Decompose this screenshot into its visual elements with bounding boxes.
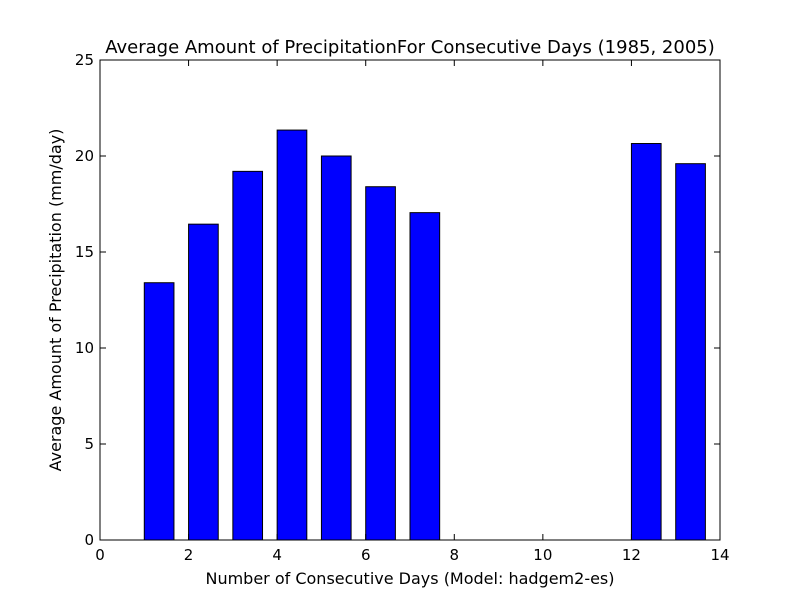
- y-tick-label: 25: [75, 51, 94, 69]
- bar-5: [320, 155, 352, 541]
- x-tick-label: 6: [361, 546, 371, 564]
- bar-13: [675, 163, 706, 541]
- bar-3: [232, 170, 264, 541]
- x-tick-label: 12: [622, 546, 641, 564]
- y-tick-label: 5: [84, 435, 94, 453]
- y-tick-label: 0: [84, 531, 94, 549]
- x-axis-label: Number of Consecutive Days (Model: hadge…: [205, 569, 614, 588]
- bar-7: [409, 212, 441, 541]
- x-tick-label: 14: [710, 546, 729, 564]
- x-tick-label: 4: [272, 546, 282, 564]
- plot-area-frame: [99, 59, 721, 541]
- bar-1: [143, 282, 175, 541]
- bar-12: [630, 143, 662, 541]
- bar-2: [188, 223, 219, 541]
- x-tick-label: 8: [450, 546, 460, 564]
- y-tick-label: 20: [75, 147, 94, 165]
- y-tick-label: 15: [75, 243, 94, 261]
- bars-group: [143, 129, 706, 541]
- x-tick-label: 10: [533, 546, 552, 564]
- y-tick-label: 10: [75, 339, 94, 357]
- bar-4: [276, 129, 308, 541]
- bar-6: [365, 186, 396, 541]
- x-tick-label: 0: [95, 546, 105, 564]
- y-axis-label: Average Amount of Precipitation (mm/day): [46, 129, 65, 472]
- x-tick-label: 2: [184, 546, 194, 564]
- chart-title: Average Amount of PrecipitationFor Conse…: [105, 37, 715, 58]
